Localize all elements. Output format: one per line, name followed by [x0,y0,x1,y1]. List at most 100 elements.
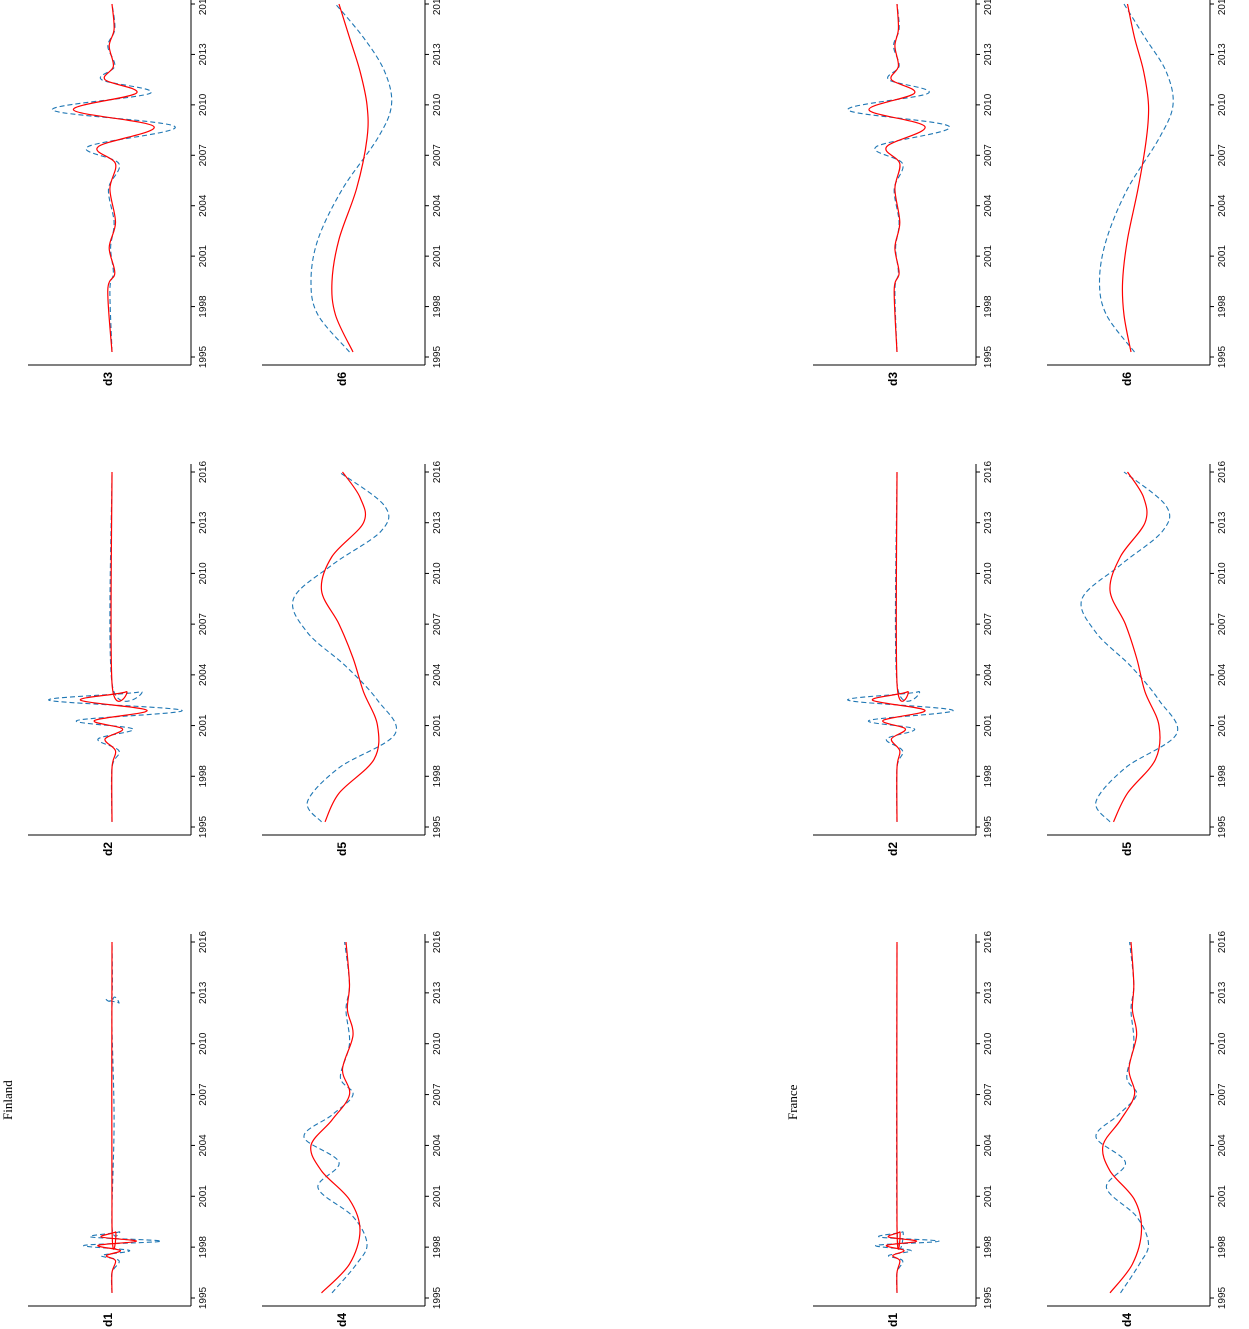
x-tick-label: 2007 [432,1083,443,1106]
y-axis-label: d5 [335,842,349,856]
x-tick-label: 2010 [983,93,994,116]
x-tick-label: 2016 [432,0,443,15]
panel-d1: 1995 1998 2001 2004 2007 2010 2013 2016 d1 [813,930,994,1327]
x-tick-label: 1998 [1217,295,1228,318]
x-tick-label: 2007 [983,144,994,167]
x-tick-label: 1995 [983,345,994,368]
x-tick-label: 2007 [983,1083,994,1106]
series-line-dashed [875,941,940,1293]
series-line-solid [97,941,138,1293]
x-tick-label: 1995 [432,345,443,368]
x-tick-label: 2007 [432,613,443,636]
x-tick-label: 2010 [432,562,443,585]
x-tick-label: 2010 [198,93,209,116]
series-line-solid [1121,3,1150,353]
x-tick-label: 2004 [432,1134,443,1157]
series-line-solid [72,3,155,353]
figure-finland: Finland 1995 1998 2001 2004 2007 2010 2013 2016 d… [0,0,443,1327]
x-tick-label: 2013 [1217,43,1228,66]
y-axis-label: d3 [101,372,115,386]
x-tick-label: 2001 [432,245,443,268]
x-tick-label: 1998 [983,765,994,788]
x-tick-label: 1995 [198,345,209,368]
x-tick-label: 2016 [983,0,994,15]
series-line-dashed [292,471,397,823]
x-tick-label: 2016 [1217,930,1228,953]
series-line-solid [868,3,926,353]
panel-d1: 1995 1998 2001 2004 2007 2010 2013 2016 d1 [28,930,209,1327]
series-line-dashed [48,471,183,822]
x-tick-label: 2013 [198,43,209,66]
x-tick-label: 1998 [198,1236,209,1259]
x-tick-label: 2007 [1217,144,1228,167]
y-axis-label: d1 [101,1313,115,1327]
x-tick-label: 2013 [198,511,209,534]
country-title: Finland [0,1080,15,1120]
x-tick-label: 1998 [432,765,443,788]
x-tick-label: 1998 [1217,1236,1228,1259]
x-tick-label: 1998 [432,295,443,318]
x-tick-label: 2004 [983,663,994,686]
x-tick-label: 2007 [1217,1083,1228,1106]
x-tick-label: 2010 [1217,93,1228,116]
x-tick-label: 1998 [198,765,209,788]
x-tick-label: 2016 [198,460,209,483]
panel-d4: 1995 1998 2001 2004 2007 2010 2013 2016 d4 [262,930,443,1327]
x-tick-label: 1995 [1217,345,1228,368]
series-line-solid [871,471,926,822]
x-tick-label: 2001 [1217,1185,1228,1208]
x-tick-label: 2013 [432,43,443,66]
series-line-solid [885,941,918,1293]
series-line-dashed [1095,941,1150,1294]
y-axis-label: d4 [335,1313,349,1327]
x-tick-label: 2001 [1217,714,1228,737]
x-tick-label: 2004 [432,663,443,686]
x-tick-label: 2010 [983,1032,994,1055]
x-tick-label: 2004 [198,1134,209,1157]
x-tick-label: 2007 [198,144,209,167]
x-tick-label: 2013 [198,981,209,1004]
x-tick-label: 1995 [198,1286,209,1309]
x-tick-label: 2016 [983,460,994,483]
y-axis-label: d4 [1120,1313,1134,1327]
series-line-solid [320,471,380,823]
x-tick-label: 2010 [198,562,209,585]
x-tick-label: 2010 [1217,1032,1228,1055]
panel-d5: 1995 1998 2001 2004 2007 2010 2013 2016 d5 [1047,460,1228,856]
series-line-solid [310,941,361,1294]
y-axis-label: d6 [335,372,349,386]
x-tick-label: 1995 [983,1286,994,1309]
panel-d6: 1995 1998 2001 2004 2007 2010 2013 2016 d6 [1047,0,1228,386]
x-tick-label: 2004 [1217,194,1228,217]
x-tick-label: 2004 [1217,1134,1228,1157]
series-line-dashed [303,941,368,1294]
x-tick-label: 2004 [1217,663,1228,686]
x-tick-label: 2010 [1217,562,1228,585]
y-axis-label: d3 [886,372,900,386]
x-tick-label: 2004 [198,194,209,217]
x-tick-label: 2010 [983,562,994,585]
x-tick-label: 2013 [983,511,994,534]
series-line-solid [79,471,148,822]
x-tick-label: 1998 [432,1236,443,1259]
y-axis-label: d6 [1120,372,1134,386]
x-tick-label: 2001 [983,714,994,737]
x-tick-label: 2010 [198,1032,209,1055]
x-tick-label: 1998 [1217,765,1228,788]
y-axis-label: d2 [101,842,115,856]
x-tick-label: 2016 [983,930,994,953]
x-tick-label: 2004 [983,1134,994,1157]
series-line-solid [331,3,369,353]
x-tick-label: 1995 [432,1286,443,1309]
panel-d6: 1995 1998 2001 2004 2007 2010 2013 2016 d6 [262,0,443,386]
x-tick-label: 2013 [1217,981,1228,1004]
y-axis-label: d1 [886,1313,900,1327]
figure-france: France 1995 1998 2001 2004 2007 2010 2013 2016 d1… [785,0,1228,1327]
x-tick-label: 2001 [1217,245,1228,268]
x-tick-label: 1995 [198,815,209,838]
x-tick-label: 2016 [432,930,443,953]
series-line-dashed [1080,471,1179,823]
x-tick-label: 1998 [983,295,994,318]
x-tick-label: 2013 [432,981,443,1004]
panel-d4: 1995 1998 2001 2004 2007 2010 2013 2016 d4 [1047,930,1228,1327]
